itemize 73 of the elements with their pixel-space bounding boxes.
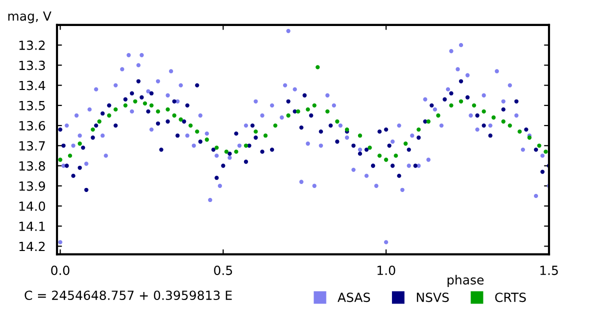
point bbox=[107, 113, 112, 118]
x-tick-label: 0.0 bbox=[51, 266, 70, 276]
point bbox=[178, 117, 183, 122]
legend-label: CRTS bbox=[495, 292, 526, 302]
point bbox=[325, 109, 330, 114]
x-tick-label: 1.5 bbox=[540, 266, 558, 276]
y-tick-label: 13.7 bbox=[19, 141, 45, 151]
point bbox=[166, 107, 170, 112]
point bbox=[316, 65, 320, 70]
point bbox=[458, 99, 464, 104]
y-tick-label: 13.9 bbox=[19, 181, 46, 191]
point bbox=[244, 144, 248, 148]
point bbox=[234, 150, 238, 154]
point bbox=[224, 150, 229, 154]
point bbox=[377, 154, 382, 158]
point bbox=[78, 142, 82, 146]
point bbox=[394, 154, 398, 158]
point bbox=[214, 146, 219, 150]
point bbox=[544, 150, 548, 154]
point bbox=[501, 119, 506, 124]
point bbox=[518, 129, 522, 134]
point bbox=[344, 127, 350, 132]
point bbox=[306, 107, 310, 112]
point bbox=[254, 129, 258, 134]
point bbox=[436, 113, 440, 118]
point bbox=[472, 103, 476, 108]
point bbox=[537, 144, 542, 148]
text: C = 2454648.757 + 0.3959813 E bbox=[24, 290, 232, 300]
y-tick-label: 13.2 bbox=[19, 40, 45, 50]
point bbox=[449, 103, 454, 108]
point bbox=[312, 103, 316, 108]
y-tick-label: 13.8 bbox=[19, 161, 46, 171]
point bbox=[156, 109, 160, 114]
x-tick-label: 0.5 bbox=[214, 266, 232, 276]
point bbox=[368, 146, 372, 150]
legend-label: NSVS bbox=[416, 292, 449, 302]
point bbox=[97, 119, 102, 124]
point bbox=[492, 115, 496, 120]
point bbox=[358, 134, 362, 138]
point bbox=[90, 127, 95, 132]
point bbox=[335, 119, 340, 124]
point bbox=[123, 103, 128, 108]
point bbox=[508, 123, 512, 128]
point bbox=[204, 138, 209, 142]
y-tick-label: 13.4 bbox=[19, 80, 46, 90]
point bbox=[114, 107, 118, 112]
point bbox=[188, 123, 193, 128]
y-tick-label: 13.5 bbox=[19, 100, 45, 110]
y-tick-label: 14.2 bbox=[19, 242, 45, 251]
point bbox=[426, 119, 431, 124]
point bbox=[172, 113, 176, 118]
point bbox=[404, 142, 408, 146]
point bbox=[482, 109, 486, 114]
y-tick-label: 14.0 bbox=[19, 201, 46, 211]
y-tick-label: 13.6 bbox=[19, 121, 46, 130]
x-axis-title: phase bbox=[448, 274, 484, 288]
legend-label: ASAS bbox=[338, 292, 370, 302]
point bbox=[149, 103, 154, 108]
y-tick-label: 13.3 bbox=[19, 60, 45, 70]
point bbox=[286, 113, 290, 118]
point bbox=[416, 127, 421, 132]
point bbox=[142, 101, 148, 106]
y-tick-label: 14.1 bbox=[19, 222, 45, 231]
point bbox=[195, 129, 200, 134]
point bbox=[384, 158, 388, 162]
point bbox=[133, 99, 138, 104]
y-axis-title: mag, V bbox=[8, 11, 52, 24]
point bbox=[296, 109, 300, 114]
point bbox=[273, 123, 278, 128]
point bbox=[58, 158, 62, 162]
x-tick-label: 1.0 bbox=[378, 266, 396, 276]
point bbox=[263, 134, 268, 138]
point bbox=[68, 154, 72, 158]
